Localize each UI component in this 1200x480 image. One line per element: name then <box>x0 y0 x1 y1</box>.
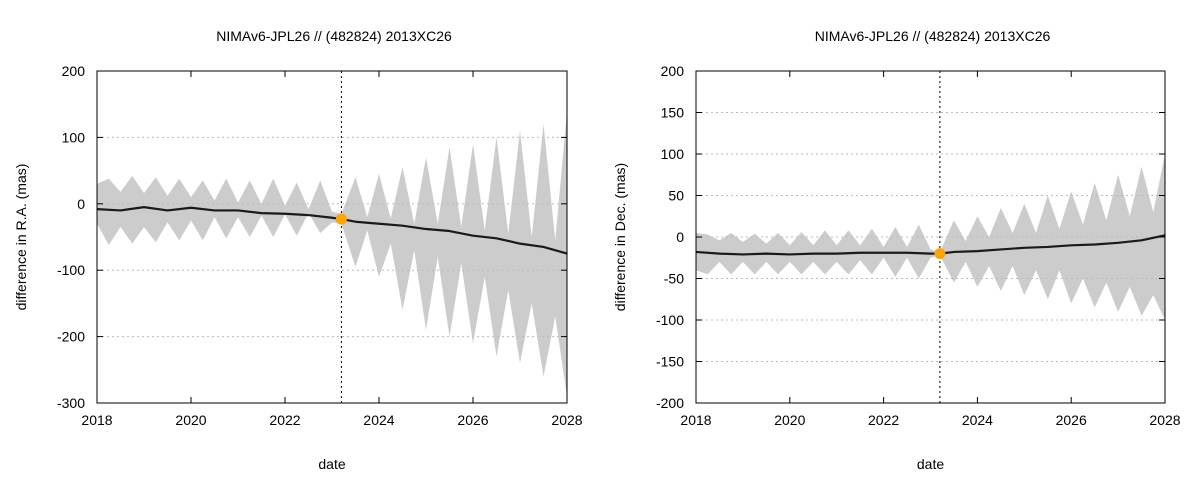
chart-title: NIMAv6-JPL26 // (482824) 2013XC26 <box>815 28 1051 44</box>
x-tick-label: 2018 <box>680 412 711 428</box>
epoch-marker <box>934 248 946 260</box>
y-tick-label: 200 <box>62 63 86 79</box>
x-tick-label: 2024 <box>962 412 993 428</box>
y-tick-label: -150 <box>656 354 684 370</box>
y-tick-label: -100 <box>57 262 85 278</box>
x-axis-label: date <box>917 456 944 472</box>
y-tick-label: -100 <box>656 312 684 328</box>
y-tick-label: 150 <box>661 105 685 121</box>
y-tick-label: -300 <box>57 395 85 411</box>
y-tick-label: 100 <box>62 129 86 145</box>
y-tick-label: 50 <box>668 188 684 204</box>
y-axis-label: difference in Dec. (mas) <box>612 163 628 311</box>
uncertainty-band <box>97 110 567 397</box>
x-tick-label: 2020 <box>774 412 805 428</box>
y-tick-label: -50 <box>664 271 684 287</box>
chart-1: 2018 2020 2022 2024 2026 2028 -300 -200 -100 0 100… <box>13 28 583 472</box>
x-tick-label: 2022 <box>269 412 300 428</box>
x-tick-label: 2026 <box>457 412 488 428</box>
x-tick-label: 2028 <box>551 412 582 428</box>
y-tick-label: -200 <box>57 329 85 345</box>
chart-title: NIMAv6-JPL26 // (482824) 2013XC26 <box>216 28 452 44</box>
x-tick-label: 2028 <box>1149 412 1180 428</box>
y-tick-label: 100 <box>661 146 685 162</box>
y-tick-label: -200 <box>656 395 684 411</box>
plot-frame <box>96 70 568 404</box>
epoch-marker <box>335 213 347 225</box>
y-tick-label: 0 <box>77 196 85 212</box>
x-axis-label: date <box>318 456 345 472</box>
x-tick-label: 2020 <box>175 412 206 428</box>
chart-2: 2018 2020 2022 2024 2026 2028 -200 -150 -100 -50 0… <box>612 28 1181 472</box>
x-tick-label: 2024 <box>363 412 394 428</box>
x-tick-label: 2026 <box>1056 412 1087 428</box>
y-axis-label: difference in R.A. (mas) <box>13 164 29 311</box>
x-tick-label: 2022 <box>868 412 899 428</box>
x-tick-label: 2018 <box>81 412 112 428</box>
y-tick-label: 0 <box>676 229 684 245</box>
y-tick-label: 200 <box>661 63 685 79</box>
